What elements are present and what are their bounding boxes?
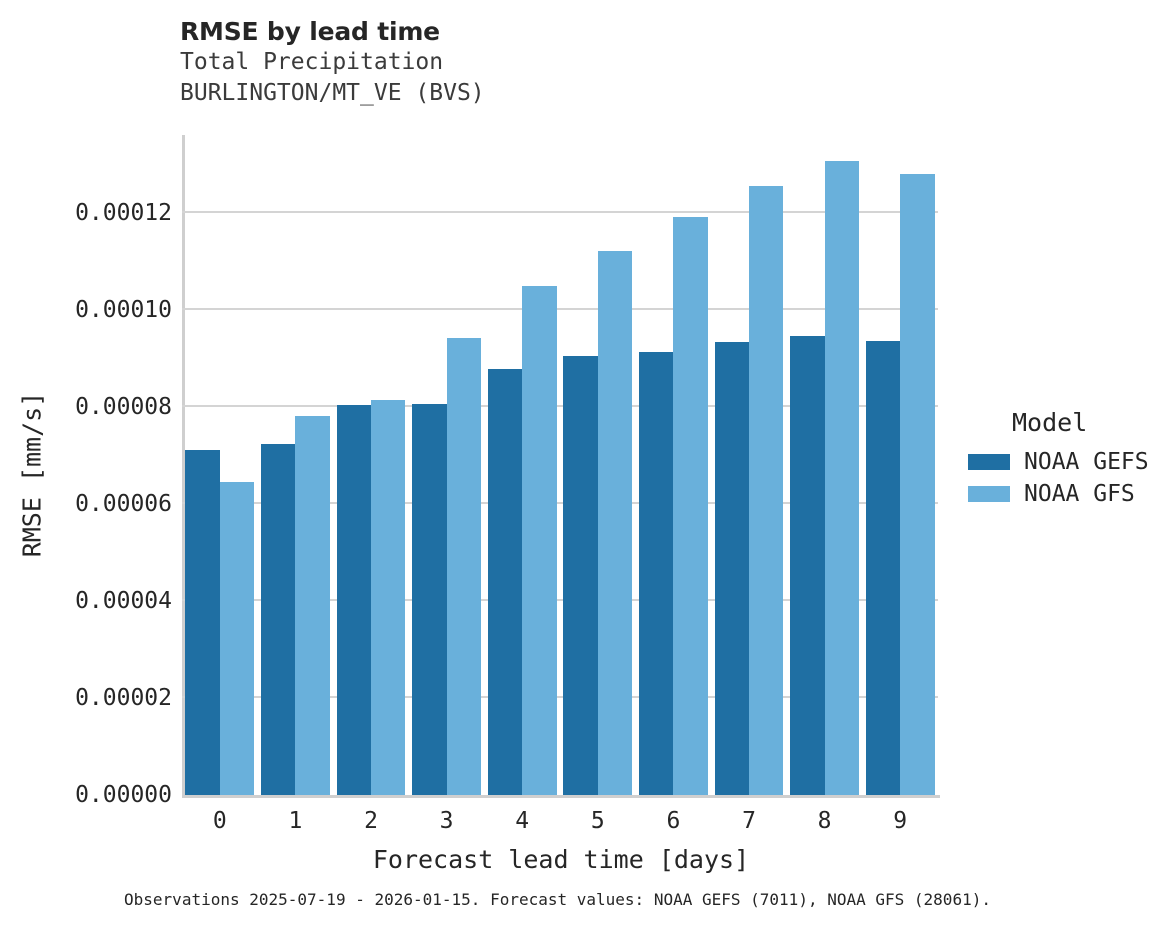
bar-noaa-gefs-day-5 (563, 355, 598, 795)
x-tick-label-day-9: 9 (893, 808, 908, 834)
gridline (182, 404, 938, 407)
legend-swatch-icon (968, 454, 1010, 470)
y-tick-label: 0.00004 (75, 587, 172, 614)
gridline (182, 695, 938, 698)
legend-label: NOAA GEFS (1024, 448, 1149, 475)
y-tick-label: 0.00006 (75, 490, 172, 517)
bar-noaa-gefs-day-8 (790, 336, 825, 795)
legend-title: Model (1012, 408, 1088, 437)
x-tick-label-day-7: 7 (742, 808, 756, 834)
legend-item-noaa-gefs[interactable]: NOAA GEFS (968, 446, 1168, 478)
bar-noaa-gfs-day-5 (597, 250, 633, 795)
y-axis-line (182, 135, 185, 798)
chart-subtitle-variable: Total Precipitation (180, 49, 444, 75)
legend-swatch-icon (968, 486, 1010, 502)
bar-noaa-gfs-day-9 (900, 174, 935, 795)
bar-noaa-gfs-day-1 (295, 416, 330, 795)
bar-noaa-gfs-day-6 (673, 216, 708, 795)
legend: Model NOAA GEFS NOAA GFS (968, 408, 1168, 510)
bar-noaa-gefs-day-2 (336, 405, 371, 795)
x-tick-label-day-6: 6 (666, 808, 681, 834)
gridline (182, 307, 938, 310)
x-axis-line (182, 795, 940, 798)
y-axis-label: RMSE [mm/s] (17, 391, 47, 558)
bar-noaa-gefs-day-0 (185, 449, 220, 795)
page-title: RMSE by lead time (180, 17, 440, 46)
y-tick-label: 0.00010 (75, 296, 172, 323)
bar-noaa-gefs-day-3 (412, 403, 447, 795)
gridline (182, 598, 938, 601)
bar-noaa-gefs-day-7 (714, 342, 749, 795)
x-tick-label-day-8: 8 (817, 808, 832, 834)
y-axis-tick-labels: 0.00000 0.00002 0.00004 0.00006 0.00008 0.000… (4, 0, 172, 928)
bar-noaa-gfs-day-7 (749, 185, 784, 795)
gridline (182, 210, 938, 213)
chart-caption: Observations 2025-07-19 - 2026-01-15. Fo… (124, 890, 991, 909)
x-tick-label-day-3: 3 (439, 808, 454, 834)
x-tick-label-day-5: 5 (590, 808, 605, 834)
bar-noaa-gfs-day-2 (371, 399, 406, 795)
y-tick-label: 0.00000 (75, 782, 172, 808)
title-block: RMSE by lead time Total Precipitation BU… (180, 16, 940, 109)
legend-entries: NOAA GEFS NOAA GFS (968, 446, 1168, 510)
bar-noaa-gefs-day-4 (487, 369, 523, 795)
x-tick-label-day-4: 4 (515, 808, 530, 834)
bar-noaa-gfs-day-4 (522, 286, 557, 795)
plot-area (182, 135, 938, 795)
x-tick-label-day-1: 1 (288, 808, 303, 834)
bar-noaa-gfs-day-3 (446, 337, 481, 795)
chart-subtitle-station: BURLINGTON/MT_VE (BVS) (180, 80, 485, 106)
legend-item-noaa-gfs[interactable]: NOAA GFS (968, 478, 1168, 510)
y-tick-label: 0.00002 (75, 684, 172, 711)
x-tick-label-day-2: 2 (364, 808, 378, 834)
bar-noaa-gfs-day-8 (824, 161, 859, 795)
bar-noaa-gfs-day-0 (219, 482, 255, 795)
bar-noaa-gefs-day-1 (261, 443, 296, 795)
x-tick-label-day-0: 0 (212, 808, 227, 834)
x-axis-label: Forecast lead time [days] (372, 845, 750, 874)
bar-noaa-gefs-day-9 (865, 341, 901, 795)
y-tick-label: 0.00012 (75, 199, 172, 226)
y-tick-label: 0.00008 (75, 393, 172, 420)
legend-label: NOAA GFS (1024, 480, 1135, 507)
gridline (182, 501, 938, 504)
bar-noaa-gefs-day-6 (639, 352, 674, 795)
